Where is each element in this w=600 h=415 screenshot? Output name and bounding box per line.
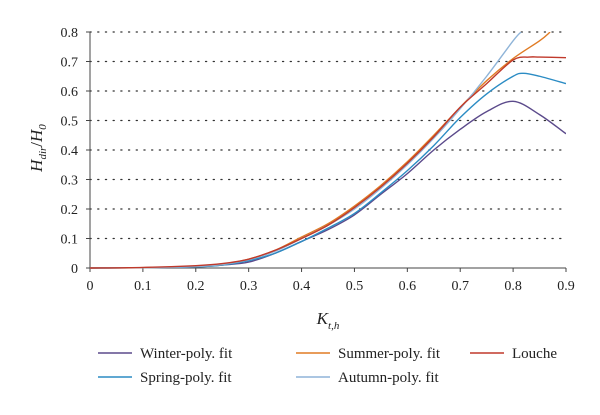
y-tick-label-5: 0.5 [61,115,79,130]
series-line-winter-poly-fit [90,100,566,269]
x-tick-label-8: 0.8 [504,279,522,294]
grid-lines [89,31,567,240]
y-tick-label-8: 0.8 [61,26,79,41]
x-tick-label-5: 0.5 [346,279,364,294]
y-tick-label-0: 0 [71,262,78,277]
series-line-louche [90,56,566,269]
x-tick-label-4: 0.4 [293,279,311,294]
x-tick-label-0: 0 [87,279,94,294]
y-tick-label-7: 0.7 [61,56,79,71]
x-axis-label: Kt,h [316,309,340,332]
axes [86,31,567,272]
legend-label-louche: Louche [512,346,557,362]
x-tick-label-2: 0.2 [187,279,205,294]
y-tick-label-4: 0.4 [61,144,79,159]
y-tick-label-1: 0.1 [61,233,79,248]
x-tick-labels: 0 0.1 0.2 0.3 0.4 0.5 0.6 0.7 0.8 0.9 [87,279,575,294]
series-line-spring-poly-fit [90,72,566,269]
legend: Winter-poly. fit Spring-poly. fit Summer-p… [98,346,557,386]
x-tick-label-3: 0.3 [240,279,258,294]
y-tick-labels: 0 0.1 0.2 0.3 0.4 0.5 0.6 0.7 0.8 [61,26,79,277]
x-tick-label-9: 0.9 [557,279,575,294]
y-tick-label-3: 0.3 [61,174,79,189]
y-axis-label: Hdir/H0 [27,124,49,173]
y-tick-label-2: 0.2 [61,203,79,218]
legend-label-spring-poly-fit: Spring-poly. fit [140,370,232,386]
series-lines [90,32,566,269]
x-tick-label-1: 0.1 [134,279,152,294]
x-tick-label-7: 0.7 [451,279,469,294]
legend-label-winter-poly-fit: Winter-poly. fit [140,346,233,362]
legend-label-summer-poly-fit: Summer-poly. fit [338,346,441,362]
y-tick-label-6: 0.6 [61,85,79,100]
x-tick-label-6: 0.6 [399,279,417,294]
legend-label-autumn-poly-fit: Autumn-poly. fit [338,370,440,386]
